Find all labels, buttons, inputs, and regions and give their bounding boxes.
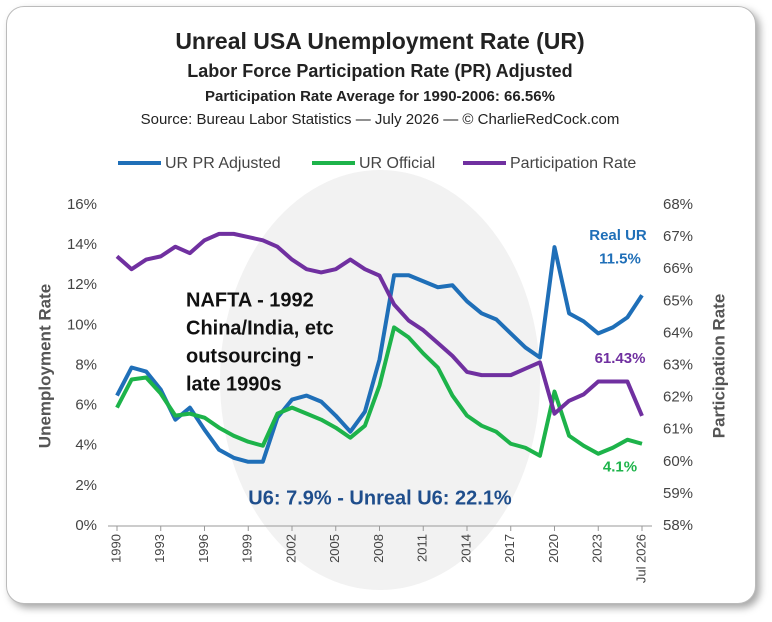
x-tick-label: 2002: [283, 534, 298, 563]
legend-label: UR PR Adjusted: [165, 155, 281, 172]
x-tick-label: 2011: [415, 534, 430, 562]
x-tick-label: 2005: [327, 534, 342, 563]
chart-source: Source: Bureau Labor Statistics — July 2…: [141, 111, 620, 128]
y-tick-label: 6%: [75, 397, 97, 414]
y2-tick-label: 60%: [663, 453, 693, 470]
y2-tick-label: 65%: [663, 292, 693, 309]
y-tick-label: 12%: [67, 276, 97, 293]
x-tick-label: 1999: [240, 534, 255, 563]
y2-tick-label: 63%: [663, 356, 693, 373]
y2-tick-label: 66%: [663, 260, 693, 277]
x-tick-label: 2020: [546, 534, 561, 563]
x-tick-label: 2008: [371, 534, 386, 563]
x-tick-label: 1993: [152, 534, 167, 563]
x-tick-label: Jul 2026: [633, 534, 648, 583]
annotation: outsourcing -: [186, 345, 314, 367]
y-tick-label: 16%: [67, 196, 97, 213]
y2-tick-label: 58%: [663, 517, 693, 534]
series-line: [115, 245, 644, 464]
series-line: [115, 231, 644, 417]
legend-label: UR Official: [359, 155, 435, 172]
y2-tick-label: 61%: [663, 421, 693, 438]
y-tick-label: 14%: [67, 236, 97, 253]
chart-title: Unreal USA Unemployment Rate (UR): [175, 28, 584, 54]
x-tick-label: 1990: [108, 534, 123, 563]
y2-tick-label: 62%: [663, 389, 693, 406]
annotation: Real UR: [589, 227, 647, 244]
chart-subtitle: Participation Rate Average for 1990-2006…: [205, 88, 555, 105]
value-label: 4.1%: [603, 459, 637, 476]
y2-axis-title: Participation Rate: [709, 294, 728, 439]
legend-label: Participation Rate: [510, 155, 636, 172]
x-tick-label: 2023: [590, 534, 605, 563]
series-line: [115, 325, 643, 458]
y2-tick-label: 67%: [663, 228, 693, 245]
x-tick-label: 1996: [196, 534, 211, 563]
chart-subtitle: Labor Force Participation Rate (PR) Adju…: [187, 61, 572, 81]
y-tick-label: 8%: [75, 356, 97, 373]
value-label: 61.43%: [595, 350, 646, 367]
y-axis-title: Unemployment Rate: [35, 284, 54, 448]
x-tick-label: 2017: [502, 534, 517, 563]
y2-tick-label: 59%: [663, 485, 693, 502]
annotation: late 1990s: [186, 373, 282, 395]
annotation: U6: 7.9% - Unreal U6: 22.1%: [248, 487, 512, 509]
y-tick-label: 4%: [75, 437, 97, 454]
annotation: NAFTA - 1992: [186, 289, 314, 311]
y-tick-label: 2%: [75, 477, 97, 494]
y2-tick-label: 64%: [663, 324, 693, 341]
y-tick-label: 10%: [67, 316, 97, 333]
value-label: 11.5%: [599, 250, 641, 267]
y2-tick-label: 68%: [663, 196, 693, 213]
y-tick-label: 0%: [75, 517, 97, 534]
annotation: China/India, etc: [186, 317, 334, 339]
x-tick-label: 2014: [458, 534, 473, 563]
